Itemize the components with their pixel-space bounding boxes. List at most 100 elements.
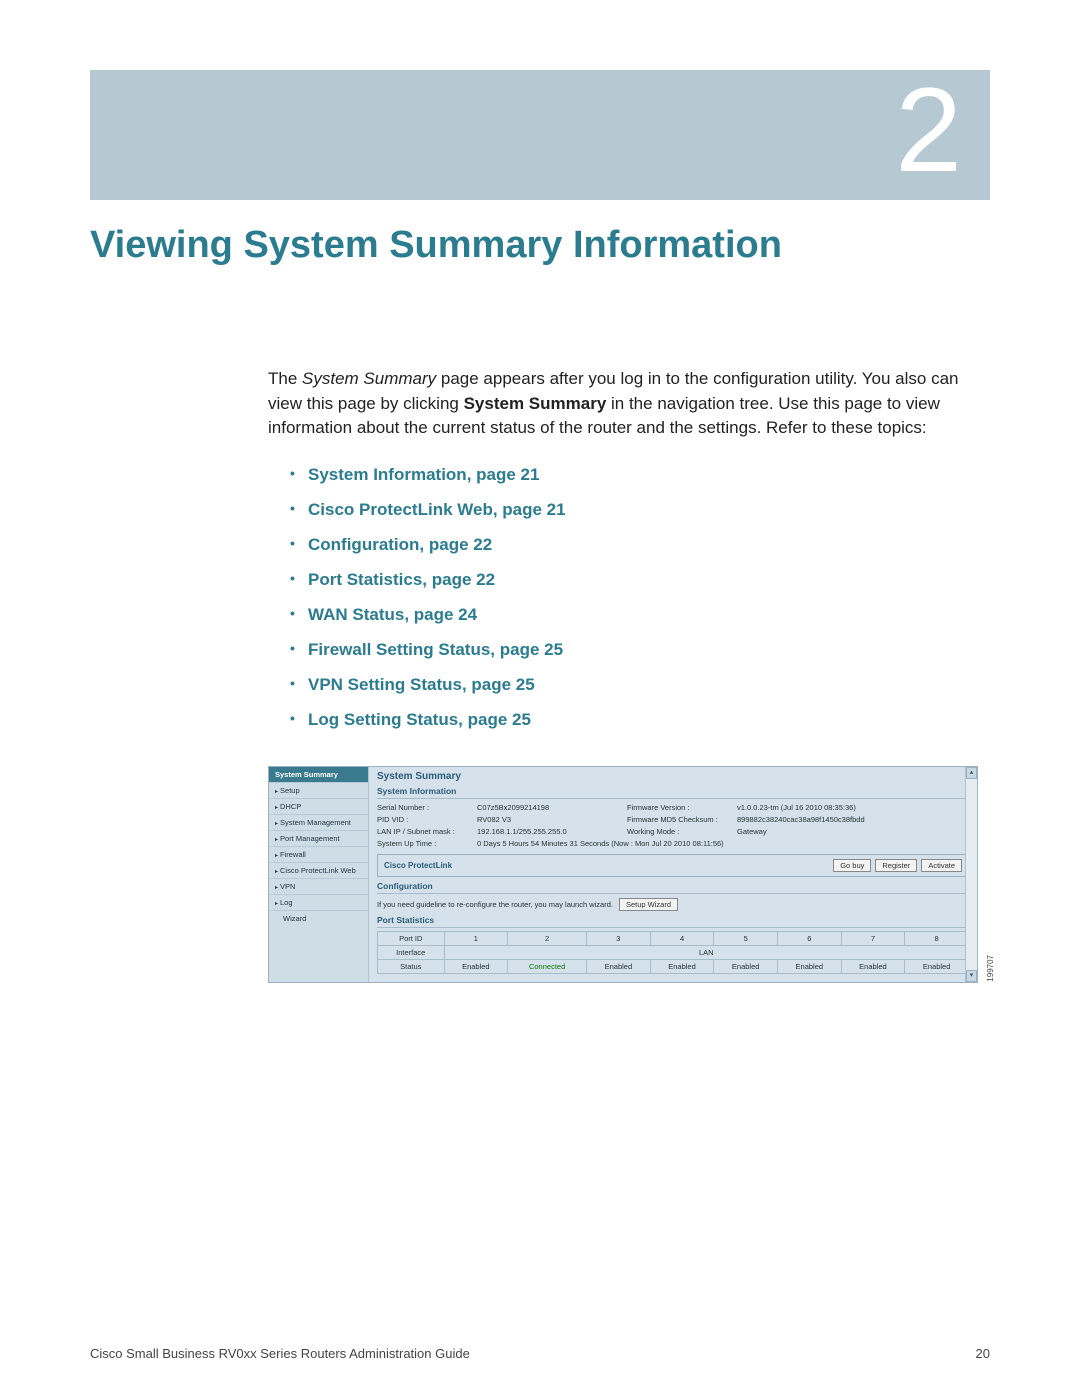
ss-td-status: Enabled — [841, 959, 905, 973]
toc-link[interactable]: System Information, page 21 — [290, 465, 990, 485]
toc-link[interactable]: Port Statistics, page 22 — [290, 570, 990, 590]
ss-info-value: Gateway — [737, 827, 969, 836]
ss-section-sysinfo: System Information — [377, 786, 969, 799]
ss-info-row: Serial Number : C07z5Bx2099214198 Firmwa… — [377, 802, 969, 814]
ss-image-id: 199707 — [986, 955, 995, 982]
chapter-header-bar: 2 — [90, 70, 990, 200]
ss-config-text: If you need guideline to re-configure th… — [377, 900, 613, 909]
ss-td-label: Interface — [378, 945, 445, 959]
triangle-icon: ▸ — [275, 837, 278, 843]
footer-title: Cisco Small Business RV0xx Series Router… — [90, 1346, 470, 1361]
ss-info-value: RV082 V3 — [477, 815, 627, 824]
ss-nav-item-system-summary[interactable]: System Summary — [269, 767, 368, 783]
ss-scrollbar[interactable]: ▴ ▾ — [965, 767, 977, 982]
ss-activate-button[interactable]: Activate — [921, 859, 962, 872]
ss-info-value: v1.0.0.23-tm (Jul 16 2010 08:35:36) — [737, 803, 969, 812]
ss-nav-label: Firewall — [280, 850, 306, 859]
toc-link[interactable]: VPN Setting Status, page 25 — [290, 675, 990, 695]
ss-info-label: System Up Time : — [377, 839, 477, 848]
triangle-icon: ▸ — [275, 885, 278, 891]
ss-nav-item-wizard[interactable]: Wizard — [269, 911, 368, 926]
page-footer: Cisco Small Business RV0xx Series Router… — [90, 1346, 990, 1361]
ss-nav-label: DHCP — [280, 802, 301, 811]
ss-nav-label: VPN — [280, 882, 295, 891]
ss-info-row: System Up Time : 0 Days 5 Hours 54 Minut… — [377, 838, 969, 850]
ss-info-label: Serial Number : — [377, 803, 477, 812]
ss-td-status: Enabled — [444, 959, 508, 973]
ss-td-status: Enabled — [777, 959, 841, 973]
ss-nav-item-firewall[interactable]: ▸Firewall — [269, 847, 368, 863]
ss-nav-label: Log — [280, 898, 293, 907]
triangle-icon: ▸ — [275, 821, 278, 827]
ss-nav-item-setup[interactable]: ▸Setup — [269, 783, 368, 799]
ss-td-status: Enabled — [587, 959, 651, 973]
toc-link[interactable]: WAN Status, page 24 — [290, 605, 990, 625]
ss-info-label: PID VID : — [377, 815, 477, 824]
ss-th: 3 — [587, 931, 651, 945]
ss-td-status: Enabled — [714, 959, 778, 973]
intro-bold: System Summary — [464, 394, 607, 413]
embedded-screenshot: System Summary ▸Setup ▸DHCP ▸System Mana… — [268, 766, 978, 983]
table-row: Interface LAN — [378, 945, 969, 959]
triangle-icon: ▸ — [275, 805, 278, 811]
intro-text-1: The — [268, 369, 302, 388]
ss-info-value: 0 Days 5 Hours 54 Minutes 31 Seconds (No… — [477, 839, 724, 848]
ss-nav-label: Port Management — [280, 834, 340, 843]
ss-protectlink-box: Cisco ProtectLink Go buy Register Activa… — [377, 854, 969, 877]
ss-td-value: LAN — [444, 945, 968, 959]
ss-nav-item-protectlink[interactable]: ▸Cisco ProtectLink Web — [269, 863, 368, 879]
ss-nav-label: System Management — [280, 818, 351, 827]
ss-section-config: Configuration — [377, 881, 969, 894]
ss-th: 6 — [777, 931, 841, 945]
ss-info-label: Firmware Version : — [627, 803, 737, 812]
ss-protectlink-label: Cisco ProtectLink — [384, 861, 452, 870]
toc-link[interactable]: Log Setting Status, page 25 — [290, 710, 990, 730]
table-row: Port ID 1 2 3 4 5 6 7 8 — [378, 931, 969, 945]
ss-nav-item-portmgmt[interactable]: ▸Port Management — [269, 831, 368, 847]
ss-info-label: Working Mode : — [627, 827, 737, 836]
triangle-icon: ▸ — [275, 789, 278, 795]
ss-nav-item-vpn[interactable]: ▸VPN — [269, 879, 368, 895]
ss-info-value: C07z5Bx2099214198 — [477, 803, 627, 812]
scroll-down-icon[interactable]: ▾ — [966, 970, 977, 982]
ss-setup-wizard-button[interactable]: Setup Wizard — [619, 898, 678, 911]
page-title: Viewing System Summary Information — [90, 224, 990, 267]
ss-th: 1 — [444, 931, 508, 945]
ss-th: 5 — [714, 931, 778, 945]
footer-page-number: 20 — [976, 1346, 990, 1361]
ss-td-label: Status — [378, 959, 445, 973]
ss-info-row: LAN IP / Subnet mask : 192.168.1.1/255.2… — [377, 826, 969, 838]
ss-info-value: 899882c38240cac38a98f1450c38fbdd — [737, 815, 969, 824]
ss-register-button[interactable]: Register — [875, 859, 917, 872]
ss-info-label: LAN IP / Subnet mask : — [377, 827, 477, 836]
ss-td-status: Connected — [508, 959, 587, 973]
toc-list: System Information, page 21 Cisco Protec… — [290, 465, 990, 730]
chapter-number: 2 — [895, 70, 962, 190]
ss-th: 7 — [841, 931, 905, 945]
ss-main-title: System Summary — [377, 771, 969, 782]
toc-link[interactable]: Firewall Setting Status, page 25 — [290, 640, 990, 660]
ss-th: 4 — [650, 931, 714, 945]
intro-paragraph: The System Summary page appears after yo… — [268, 367, 990, 441]
ss-nav: System Summary ▸Setup ▸DHCP ▸System Mana… — [269, 767, 369, 982]
toc-link[interactable]: Configuration, page 22 — [290, 535, 990, 555]
ss-info-value: 192.168.1.1/255.255.255.0 — [477, 827, 627, 836]
ss-port-table: Port ID 1 2 3 4 5 6 7 8 Interface LAN — [377, 931, 969, 974]
ss-nav-item-log[interactable]: ▸Log — [269, 895, 368, 911]
table-row: Status Enabled Connected Enabled Enabled… — [378, 959, 969, 973]
ss-th: 8 — [905, 931, 969, 945]
ss-gobuy-button[interactable]: Go buy — [833, 859, 871, 872]
ss-th: Port ID — [378, 931, 445, 945]
ss-th: 2 — [508, 931, 587, 945]
toc-link[interactable]: Cisco ProtectLink Web, page 21 — [290, 500, 990, 520]
ss-nav-item-sysmgmt[interactable]: ▸System Management — [269, 815, 368, 831]
ss-section-portstats: Port Statistics — [377, 915, 969, 928]
triangle-icon: ▸ — [275, 869, 278, 875]
ss-td-status: Enabled — [650, 959, 714, 973]
ss-td-status: Enabled — [905, 959, 969, 973]
ss-info-row: PID VID : RV082 V3 Firmware MD5 Checksum… — [377, 814, 969, 826]
triangle-icon: ▸ — [275, 853, 278, 859]
triangle-icon: ▸ — [275, 901, 278, 907]
scroll-up-icon[interactable]: ▴ — [966, 767, 977, 779]
ss-nav-item-dhcp[interactable]: ▸DHCP — [269, 799, 368, 815]
